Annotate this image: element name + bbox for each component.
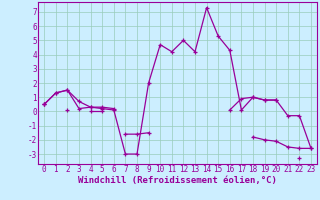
X-axis label: Windchill (Refroidissement éolien,°C): Windchill (Refroidissement éolien,°C) [78, 176, 277, 185]
